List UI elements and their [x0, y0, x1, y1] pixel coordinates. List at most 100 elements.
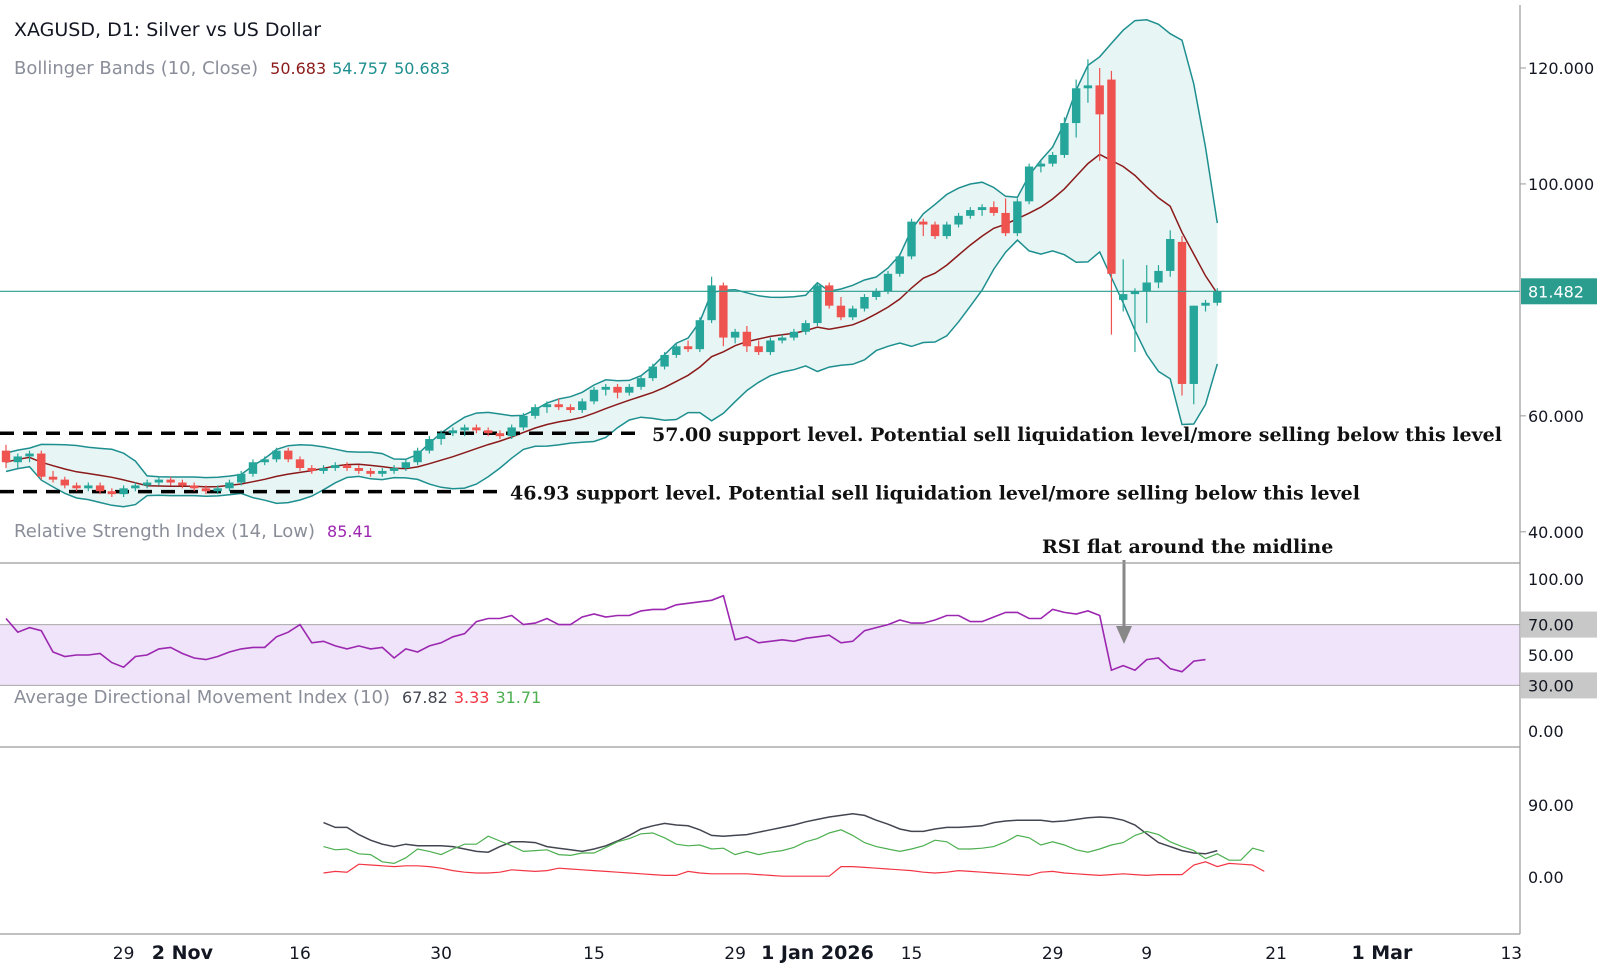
time-tick-label: 16 [289, 944, 311, 964]
time-tick-label: 29 [113, 944, 135, 964]
candle-body [13, 456, 22, 463]
candle-96 [1130, 288, 1140, 353]
rsi-band-tag [1521, 672, 1597, 699]
candle-body [954, 215, 963, 225]
time-tick-label: 13 [1500, 944, 1522, 964]
candle-85 [1001, 198, 1010, 237]
candle-3 [37, 450, 46, 480]
candle-99 [1166, 230, 1175, 277]
candle-body [284, 450, 293, 460]
candle-body [789, 331, 799, 338]
candle-14 [166, 476, 175, 486]
candle-49 [578, 398, 587, 413]
chart-title: XAGUSD, D1: Silver vs US Dollar [14, 19, 321, 41]
candle-47 [554, 398, 563, 411]
rsi-legend-value: 85.41 [327, 522, 373, 541]
candle-50 [589, 386, 599, 405]
candle-52 [613, 383, 622, 399]
candle-74 [872, 288, 881, 300]
candle-16 [189, 482, 199, 492]
candle-body [719, 285, 728, 338]
rsi-band-zone [0, 624, 1520, 686]
candle-body [436, 433, 446, 440]
candle-18 [213, 485, 222, 495]
candle-48 [566, 404, 575, 413]
candle-38 [448, 427, 458, 437]
candle-11 [131, 482, 140, 492]
candle-7 [84, 482, 93, 492]
candle-body [25, 453, 34, 457]
candle-body [1048, 154, 1057, 164]
candle-35 [413, 447, 422, 466]
candle-body [84, 485, 93, 489]
candle-68 [801, 320, 810, 335]
candle-body [860, 296, 869, 309]
time-tick-label: 15 [901, 944, 923, 964]
di-plus-line [323, 829, 1265, 865]
support-4693-annotation: 46.93 support level. Potential sell liqu… [510, 483, 1360, 505]
candle-body [625, 386, 634, 393]
candle-body [142, 482, 152, 486]
candle-body [1024, 166, 1034, 202]
price-pane[interactable]: 57.00 support level. Potential sell liqu… [0, 19, 1520, 508]
candle-body [613, 386, 622, 393]
time-tick-label: 30 [430, 944, 452, 964]
candle-body [354, 468, 363, 471]
candle-body [448, 430, 458, 434]
time-tick-label: 1 Mar [1351, 942, 1413, 964]
candle-13 [154, 476, 164, 486]
di-minus-value: 3.33 [454, 688, 490, 707]
rsi-pane[interactable]: RSI flat around the midline [0, 536, 1520, 686]
candle-body [883, 273, 893, 292]
candle-body [472, 427, 481, 431]
candle-body [648, 366, 657, 379]
candle-53 [625, 383, 634, 396]
candle-60 [707, 276, 716, 324]
candle-body [942, 224, 951, 237]
candle-body [213, 488, 222, 492]
candle-25 [295, 456, 305, 471]
candle-body [813, 285, 822, 324]
candle-23 [272, 447, 281, 463]
candle-2 [25, 450, 34, 463]
candle-body [272, 450, 281, 460]
time-axis[interactable]: 29 2 Nov 16 30 15 29 1 Jan 2026 15 29 9 21 1 Mar 13 [113, 942, 1522, 964]
candle-33 [389, 465, 399, 474]
candle-57 [672, 343, 681, 358]
candle-0 [1, 444, 11, 469]
price-axis[interactable]: 120.000 100.000 60.000 40.000 81.482 100.00 50… [1520, 59, 1597, 887]
candle-62 [730, 328, 740, 344]
candle-body [1130, 291, 1140, 295]
candle-29 [342, 462, 352, 471]
candle-body [895, 256, 904, 274]
candle-51 [601, 383, 610, 396]
candle-body [1013, 201, 1022, 234]
candle-body [1036, 163, 1046, 167]
rsi-legend-label: Relative Strength Index (14, Low) 85.41 [14, 521, 373, 542]
bollinger-legend-name: Bollinger Bands (10, Close) [14, 58, 258, 79]
adx-pane[interactable] [323, 813, 1265, 877]
candle-body [730, 331, 740, 338]
support-57-annotation: 57.00 support level. Potential sell liqu… [652, 424, 1502, 446]
candle-body [1071, 88, 1081, 124]
candle-body [95, 485, 105, 492]
candle-body [989, 207, 999, 213]
price-tick-label: 100.000 [1528, 175, 1594, 194]
candle-70 [825, 282, 834, 309]
candle-body [1201, 302, 1210, 306]
candle-54 [636, 375, 646, 390]
candle-97 [1142, 265, 1151, 324]
candle-body [107, 491, 117, 495]
candle-body [237, 473, 246, 483]
candle-45 [531, 404, 540, 419]
candle-30 [354, 465, 363, 474]
candle-86 [1013, 198, 1022, 237]
time-tick-label: 29 [1042, 944, 1064, 964]
candle-body [542, 404, 552, 408]
candle-100 [1177, 236, 1187, 396]
candle-body [189, 485, 199, 489]
candle-36 [425, 436, 434, 454]
time-tick-label: 21 [1265, 944, 1287, 964]
candle-67 [789, 328, 799, 341]
